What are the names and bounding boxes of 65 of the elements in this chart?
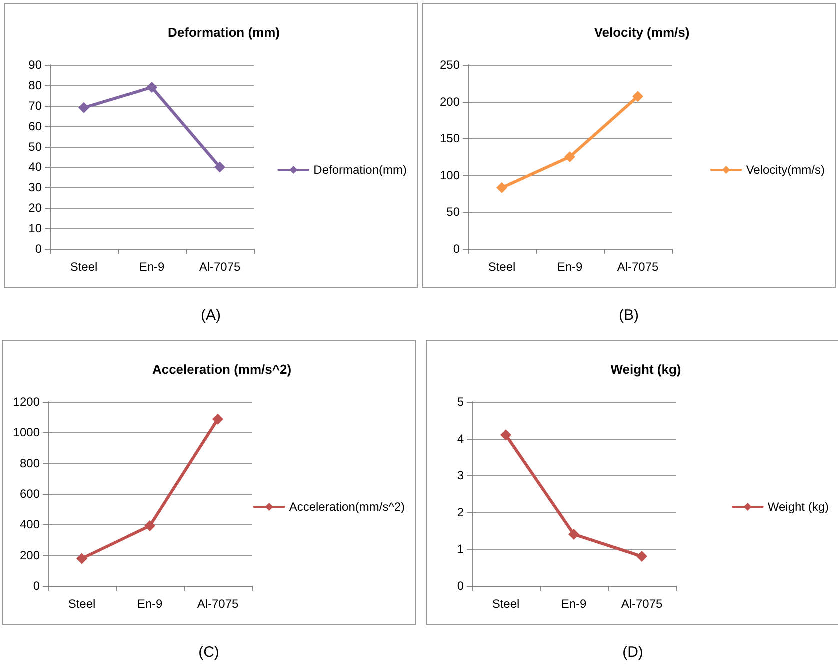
chart-title: Weight (kg) (610, 362, 682, 377)
y-tick-label: 5 (457, 395, 464, 409)
point (636, 551, 648, 562)
x-tick-label: Steel (488, 260, 516, 274)
y-tick-label: 1000 (13, 426, 40, 440)
chart-title: Acceleration (mm/s^2) (152, 362, 292, 377)
y-tick-label: 70 (28, 98, 42, 113)
x-tick-label: Al-7075 (617, 260, 659, 274)
y-tick-label: 0 (453, 242, 460, 256)
x-tick-label: Al-7075 (197, 597, 239, 611)
y-tick-label: 0 (457, 579, 464, 593)
point (568, 528, 580, 540)
x-tick-label: Al-7075 (621, 597, 663, 611)
point (564, 152, 576, 162)
x-tick-label: Steel (492, 597, 520, 611)
y-tick-label: 50 (28, 140, 42, 154)
y-tick-label: 0 (33, 579, 40, 593)
y-tick-label: 60 (28, 119, 42, 134)
y-tick-label: 200 (20, 548, 40, 562)
x-tick-label: En-9 (139, 260, 165, 274)
point (76, 553, 88, 564)
legend-label: Deformation(mm) (314, 163, 408, 177)
y-tick-label: 2 (457, 505, 464, 520)
y-tick-label: 800 (20, 456, 40, 470)
y-tick-label: 150 (440, 132, 460, 146)
x-tick-label: Steel (70, 260, 98, 274)
text: (D) (622, 644, 644, 661)
y-tick-label: 1 (457, 542, 464, 556)
y-tick-label: 10 (28, 222, 42, 236)
chart-title: Deformation (mm) (168, 25, 280, 40)
y-tick-label: 200 (440, 94, 460, 109)
y-tick-label: 20 (28, 201, 42, 216)
point (144, 520, 156, 532)
y-tick-label: 400 (20, 518, 40, 532)
x-tick-label: En-9 (137, 597, 163, 611)
point (78, 102, 90, 114)
y-tick-label: 600 (20, 487, 40, 501)
point (212, 414, 224, 425)
legend-label: Weight (kg) (768, 500, 830, 514)
y-tick-label: 100 (440, 168, 460, 182)
point (496, 182, 508, 194)
y-tick-label: 0 (35, 242, 42, 256)
text: (B) (619, 307, 639, 324)
y-tick-label: 3 (457, 468, 464, 483)
y-tick-label: 1200 (13, 395, 40, 409)
y-tick-label: 80 (28, 78, 42, 92)
point (214, 162, 226, 173)
text: (C) (198, 644, 220, 661)
legend-label: Velocity(mm/s) (746, 163, 826, 177)
y-tick-label: 90 (28, 58, 42, 72)
y-tick-label: 40 (28, 160, 42, 174)
x-tick-label: En-9 (561, 597, 587, 611)
x-tick-label: Al-7075 (199, 260, 241, 274)
y-tick-label: 30 (28, 180, 42, 195)
y-tick-label: 50 (446, 205, 460, 220)
point (632, 91, 644, 102)
x-tick-label: Steel (68, 597, 96, 611)
y-tick-label: 250 (440, 58, 460, 72)
text: (A) (201, 307, 221, 324)
point (500, 430, 512, 441)
y-tick-label: 4 (457, 432, 464, 446)
chart-title: Velocity (mm/s) (594, 25, 690, 40)
x-tick-label: En-9 (557, 260, 583, 274)
legend-label: Acceleration(mm/s^2) (289, 500, 406, 514)
point (146, 82, 158, 93)
